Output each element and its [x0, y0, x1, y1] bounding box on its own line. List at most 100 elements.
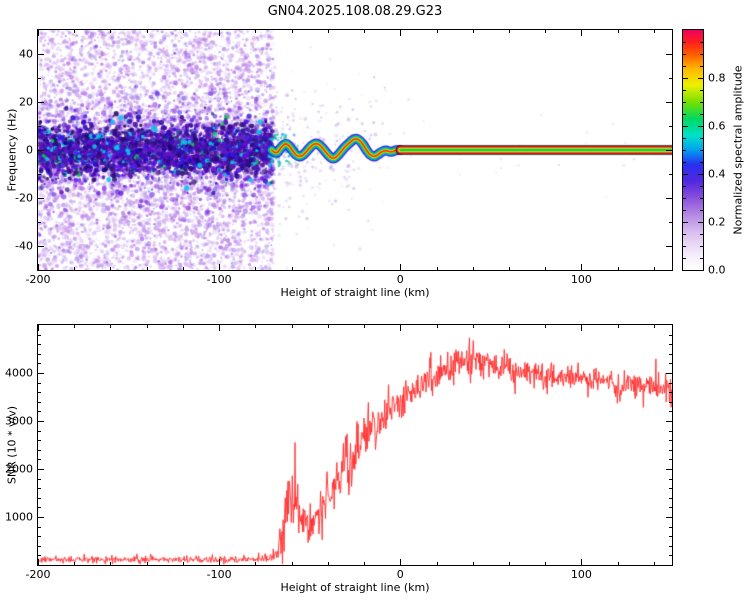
tick-mark — [74, 325, 76, 328]
tick-mark — [666, 373, 672, 374]
tick-mark — [38, 344, 41, 346]
tick-mark — [683, 270, 688, 271]
tick-mark — [700, 66, 703, 67]
snr-panel — [37, 324, 673, 566]
tick-label: 0 — [26, 143, 33, 157]
tick-mark — [255, 562, 257, 565]
tick-mark — [38, 392, 41, 394]
tick-mark — [617, 267, 619, 270]
tick-mark — [669, 545, 672, 547]
tick-mark — [545, 30, 547, 33]
tick-mark — [669, 497, 672, 499]
tick-mark — [38, 545, 41, 547]
tick-mark — [364, 30, 366, 33]
tick-mark — [38, 264, 39, 270]
tick-mark — [669, 449, 672, 451]
tick-mark — [683, 42, 686, 43]
tick-mark — [669, 488, 672, 490]
spectrogram-canvas — [38, 30, 672, 270]
tick-mark — [327, 267, 329, 270]
tick-mark — [683, 198, 686, 199]
tick-label: 4000 — [5, 366, 33, 380]
tick-mark — [255, 30, 257, 33]
tick-mark — [400, 30, 402, 36]
tick-label: -20 — [15, 191, 33, 205]
spectrogram-panel — [37, 29, 673, 271]
tick-label: 100 — [570, 273, 592, 286]
tick-mark — [669, 382, 672, 384]
tick-mark — [581, 325, 583, 331]
tick-label: 40 — [19, 47, 33, 61]
figure-title: GN04.2025.108.08.29.G23 — [267, 4, 443, 19]
tick-label: 0.0 — [708, 263, 726, 277]
tick-mark — [219, 325, 221, 331]
tick-mark — [669, 401, 672, 403]
tick-mark — [700, 90, 703, 91]
tick-mark — [683, 150, 686, 151]
tick-mark — [38, 363, 41, 365]
tick-mark — [653, 267, 655, 270]
snr-xlabel: Height of straight line (km) — [280, 581, 430, 594]
tick-mark — [146, 30, 148, 33]
tick-mark — [683, 258, 686, 259]
tick-mark — [255, 267, 257, 270]
tick-label: 0.2 — [708, 215, 726, 229]
tick-label: 100 — [570, 568, 592, 581]
tick-mark — [38, 325, 39, 331]
tick-mark — [545, 562, 547, 565]
tick-mark — [683, 222, 688, 223]
tick-mark — [669, 353, 672, 355]
tick-mark — [653, 325, 655, 328]
tick-mark — [400, 325, 402, 331]
tick-mark — [327, 325, 329, 328]
tick-mark — [255, 325, 257, 328]
tick-mark — [38, 411, 41, 413]
tick-mark — [38, 555, 41, 557]
tick-mark — [38, 497, 41, 499]
tick-mark — [581, 264, 583, 270]
tick-mark — [182, 30, 184, 33]
tick-mark — [683, 138, 686, 139]
tick-mark — [617, 325, 619, 328]
spectrogram-ylabel: Frequency (Hz) — [5, 108, 19, 192]
tick-label: 3000 — [5, 414, 33, 428]
tick-mark — [581, 559, 583, 565]
tick-mark — [472, 267, 474, 270]
tick-mark — [669, 344, 672, 346]
tick-mark — [364, 267, 366, 270]
tick-mark — [219, 30, 221, 36]
tick-label: -200 — [25, 273, 51, 286]
tick-mark — [666, 102, 672, 103]
tick-mark — [700, 234, 703, 235]
tick-mark — [683, 54, 686, 55]
tick-mark — [683, 162, 686, 163]
tick-mark — [669, 363, 672, 365]
tick-mark — [545, 267, 547, 270]
tick-mark — [38, 536, 41, 538]
tick-mark — [669, 334, 672, 336]
tick-mark — [364, 562, 366, 565]
tick-mark — [666, 421, 672, 422]
tick-mark — [146, 562, 148, 565]
tick-mark — [182, 325, 184, 328]
tick-mark — [669, 526, 672, 528]
tick-mark — [666, 198, 672, 199]
tick-mark — [700, 102, 703, 103]
tick-mark — [683, 210, 686, 211]
tick-label: -100 — [206, 568, 232, 581]
tick-mark — [669, 392, 672, 394]
tick-mark — [666, 246, 672, 247]
tick-mark — [683, 114, 686, 115]
tick-mark — [669, 478, 672, 480]
tick-mark — [436, 30, 438, 33]
tick-mark — [291, 325, 293, 328]
tick-mark — [683, 186, 686, 187]
tick-label: 0 — [396, 568, 404, 581]
tick-mark — [219, 264, 221, 270]
tick-mark — [683, 78, 688, 79]
tick-mark — [581, 30, 583, 36]
tick-mark — [291, 562, 293, 565]
tick-mark — [38, 222, 41, 223]
tick-mark — [182, 267, 184, 270]
tick-mark — [38, 478, 41, 480]
